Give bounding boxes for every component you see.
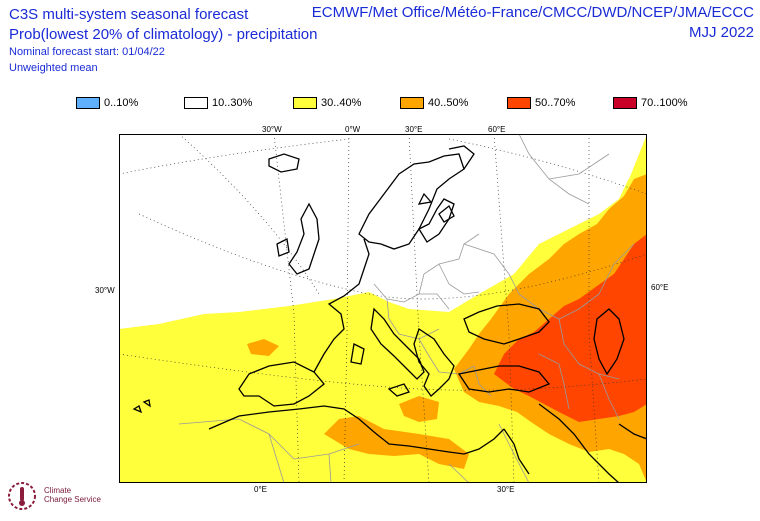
prob-region-40-50 <box>247 339 279 356</box>
weighting-label: Unweighted mean <box>9 62 98 74</box>
c3s-logo: Climate Change Service <box>6 478 116 518</box>
prob-region-50-70 <box>494 234 647 422</box>
prob-region-10-30 <box>119 134 647 324</box>
top-lon-label-0: 0°W <box>345 125 361 134</box>
top-lon-label-30e: 30°E <box>405 125 423 134</box>
legend-item-0-10: 0..10% <box>76 96 138 110</box>
left-label-30w: 30°W <box>95 286 115 295</box>
legend-label: 0..10% <box>104 97 139 109</box>
bottom-lon-label-0e: 0°E <box>254 485 267 494</box>
prob-region-40-50 <box>399 396 439 422</box>
legend-item-10-30: 10..30% <box>184 96 252 110</box>
coastlines <box>132 145 647 483</box>
prob-region-40-50 <box>324 416 469 469</box>
systems-label: ECMWF/Met Office/Météo-France/CMCC/DWD/N… <box>311 4 754 21</box>
logo-text-line-2: Change Service <box>44 495 101 504</box>
legend-item-40-50: 40..50% <box>400 96 468 110</box>
legend: 0..10% 10..30% 30..40% 40..50% 50..70% 7… <box>76 96 716 112</box>
legend-label: 50..70% <box>535 97 576 109</box>
legend-item-50-70: 50..70% <box>507 96 575 110</box>
top-lon-label-60e: 60°E <box>488 125 506 134</box>
legend-label: 30..40% <box>321 97 362 109</box>
legend-swatch <box>613 97 637 109</box>
legend-swatch <box>184 97 208 109</box>
map-svg <box>119 134 647 483</box>
legend-swatch <box>293 97 317 109</box>
legend-item-30-40: 30..40% <box>293 96 361 110</box>
season-label: MJJ 2022 <box>688 24 754 41</box>
title-line-2: Prob(lowest 20% of climatology) - precip… <box>9 26 318 43</box>
logo-text-line-1: Climate <box>44 486 72 495</box>
map-panel <box>119 134 647 483</box>
legend-swatch <box>400 97 424 109</box>
right-label-60e: 60°E <box>651 283 669 292</box>
legend-swatch <box>507 97 531 109</box>
title-line-1: C3S multi-system seasonal forecast <box>9 6 249 23</box>
legend-label: 40..50% <box>428 97 469 109</box>
legend-swatch <box>76 97 100 109</box>
legend-item-70-100: 70..100% <box>613 96 687 110</box>
nominal-start-label: Nominal forecast start: 01/04/22 <box>9 46 165 58</box>
map-frame <box>119 134 647 483</box>
bottom-lon-label-30e: 30°E <box>497 485 515 494</box>
legend-label: 70..100% <box>641 97 688 109</box>
top-lon-label-30w: 30°W <box>262 125 282 134</box>
legend-label: 10..30% <box>212 97 253 109</box>
copernicus-logo-icon <box>8 482 36 510</box>
